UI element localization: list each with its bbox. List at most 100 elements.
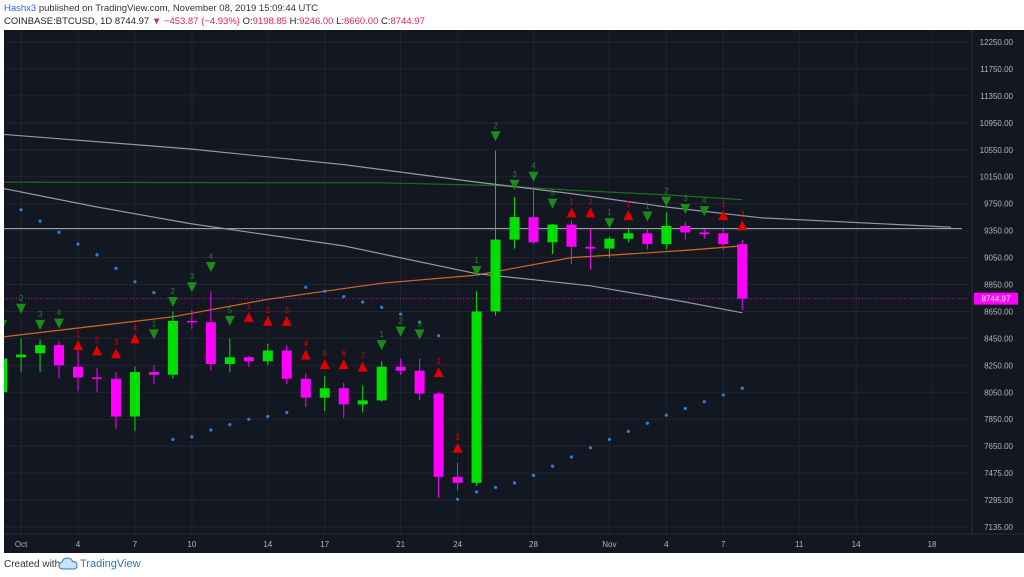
sar-dot (531, 473, 536, 477)
signal-count-label: 5 (323, 349, 328, 358)
signal-count-label: 2 (398, 317, 403, 326)
price-tick-label: 7295.00 (984, 496, 1013, 505)
signal-up-triangle (338, 358, 349, 369)
candle-body (414, 370, 425, 394)
candle-body (319, 388, 330, 398)
candle-body (91, 377, 102, 379)
candle-body (16, 354, 27, 358)
price-axis[interactable]: 12250.00 11750.00 11350.00 10950.00 10550.00… (971, 30, 1018, 534)
chart-area[interactable]: 1234123412345123456712312123451211123412… (0, 30, 1024, 553)
sar-dot (342, 295, 346, 299)
signal-count-label: 2 (664, 187, 669, 196)
sar-dot (304, 285, 308, 289)
signal-up-triangle (319, 358, 330, 369)
cloud-logo-icon (58, 557, 78, 570)
candle-body (129, 372, 140, 417)
candle-body (642, 233, 653, 245)
signal-up-triangle (737, 220, 748, 231)
candle-body (205, 322, 216, 364)
signal-up-triangle (623, 210, 634, 221)
signal-down-triangle (35, 319, 46, 330)
sar-dot (664, 413, 668, 417)
time-tick-label: 4 (76, 540, 81, 549)
signal-count-label: 6 (341, 349, 346, 358)
candle-body (357, 400, 368, 405)
last-price-tag-label: 8744.97 (982, 295, 1011, 304)
sar-dot (152, 290, 156, 295)
candle-body (566, 224, 577, 247)
signal-down-triangle (528, 171, 539, 182)
signal-down-triangle (414, 329, 425, 340)
signal-up-triangle (585, 207, 596, 218)
price-tick-label: 7475.00 (984, 469, 1013, 478)
signal-down-triangle (642, 211, 653, 222)
signal-up-triangle (357, 361, 368, 372)
signal-count-label: 2 (171, 287, 176, 296)
signal-count-label: 4 (304, 340, 309, 349)
candle-body (585, 246, 596, 249)
sar-dot (19, 208, 23, 212)
signal-count-label: 3 (683, 194, 688, 203)
candle-body (338, 388, 349, 405)
time-axis[interactable]: Oct 4 7 10 14 17 21 24 28 Nov 4 7 11 14 18 (4, 533, 1024, 549)
signal-count-label: 2 (588, 197, 593, 206)
time-tick-label: 17 (320, 540, 329, 549)
author-link[interactable]: Hashx3 (4, 3, 37, 14)
signal-count-label: 2 (266, 306, 271, 315)
candle-body (547, 224, 558, 243)
sar-dot (455, 497, 460, 501)
signal-count-label: 4 (133, 323, 138, 332)
sar-dot (114, 266, 118, 270)
sar-dot (361, 300, 365, 304)
signal-count-label: 2 (493, 121, 498, 130)
signal-down-triangle (148, 329, 159, 340)
sar-dot (493, 485, 498, 489)
signal-up-triangle (433, 367, 444, 378)
signal-count-label: 2 (455, 433, 460, 442)
candle-body (300, 378, 311, 398)
sar-dot (399, 312, 403, 316)
signal-count-label: 1 (247, 302, 252, 311)
signal-count-label: 4 (702, 196, 707, 205)
signal-count-label: 1 (474, 256, 479, 265)
candle-body (186, 320, 197, 323)
signal-down-triangle (54, 318, 65, 329)
candle-body (281, 350, 292, 379)
time-tick-label: 24 (453, 540, 462, 549)
sar-dot (418, 320, 422, 324)
price-tick-label: 12250.00 (980, 38, 1014, 47)
candle-body (54, 345, 65, 366)
signal-down-triangle (16, 303, 27, 314)
last-price: 8744.97 (114, 16, 150, 27)
signal-count-label: 2 (95, 336, 100, 345)
signal-up-triangle (566, 207, 577, 218)
sar-dot (740, 386, 744, 390)
signal-down-triangle (471, 266, 482, 277)
grid-lines (4, 30, 970, 534)
tradingview-brand: TradingView (80, 558, 141, 570)
high-label: H: (289, 16, 300, 27)
sar-dot (645, 421, 649, 425)
time-tick-label: 14 (852, 540, 861, 549)
sar-dot (38, 219, 42, 223)
candle-body (395, 366, 406, 371)
time-tick-label: 4 (664, 540, 669, 549)
time-tick-label: 7 (721, 540, 726, 549)
price-tick-label: 8050.00 (984, 388, 1013, 397)
signal-count-label: 5 (228, 306, 233, 315)
sar-dot (588, 446, 593, 450)
signal-count-label: 3 (285, 306, 290, 315)
time-tick-label: 7 (133, 540, 138, 549)
footer: Created with TradingView (0, 553, 1024, 577)
parabolic-sar (0, 196, 744, 501)
price-chart[interactable]: 1234123412345123456712312123451211123412… (0, 30, 1024, 553)
time-tick-label: 18 (928, 540, 937, 549)
sar-dot (266, 414, 270, 419)
signal-down-triangle (224, 315, 235, 326)
signal-down-triangle (699, 206, 710, 217)
low-value: 8660.00 (344, 16, 379, 27)
high-value: 9246.00 (299, 16, 334, 27)
candle-body (661, 225, 672, 245)
ohlc-line: COINBASE:BTCUSD, 1D 8744.97 ▼ −453.87 (−… (4, 16, 425, 27)
price-tick-label: 7850.00 (984, 415, 1013, 424)
